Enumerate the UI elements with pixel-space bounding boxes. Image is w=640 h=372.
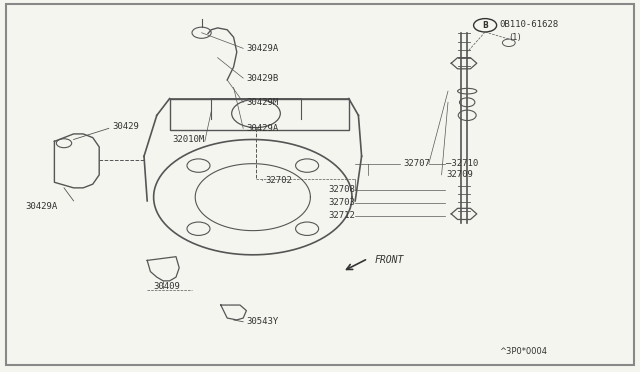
Text: —32710: —32710 [446,159,478,168]
Text: 32707: 32707 [403,159,430,168]
Text: 30409: 30409 [154,282,180,291]
Text: 30429B: 30429B [246,74,278,83]
Text: 32702: 32702 [266,176,292,185]
Text: 30429A: 30429A [26,202,58,211]
Text: 30543Y: 30543Y [246,317,278,326]
Text: 32703: 32703 [328,198,355,207]
Text: FRONT: FRONT [374,256,404,265]
Text: 32712: 32712 [328,211,355,220]
Text: B: B [483,21,488,30]
Text: 32709: 32709 [446,170,473,179]
Text: 30429A: 30429A [246,124,278,133]
Text: (1): (1) [509,33,521,42]
Text: 30429M: 30429M [246,98,278,107]
Text: ^3P0*0004: ^3P0*0004 [499,347,547,356]
Text: 32010M: 32010M [173,135,205,144]
Text: 0B110-61628: 0B110-61628 [499,20,558,29]
Text: 30429: 30429 [112,122,139,131]
Text: 30429A: 30429A [246,44,278,53]
Text: 32708: 32708 [328,185,355,194]
